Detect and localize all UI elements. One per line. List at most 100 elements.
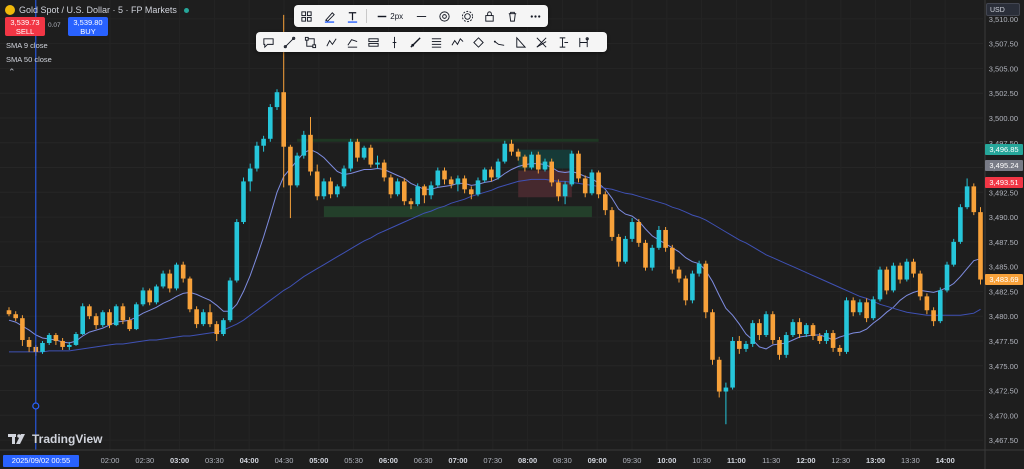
candle	[254, 141, 260, 172]
time-axis[interactable]: 02:00 02:30 03:00 03:30 04:00 04:30 05:00 05:30…	[0, 449, 1024, 465]
candle	[46, 333, 52, 345]
candle-body	[804, 325, 809, 335]
minus-icon[interactable]	[413, 8, 430, 25]
currency-selector[interactable]: USD	[986, 3, 1020, 16]
more-icon[interactable]	[527, 8, 544, 25]
path-icon[interactable]	[323, 34, 340, 51]
x-tick-label: 09:00	[588, 456, 607, 465]
angle-icon[interactable]	[491, 34, 508, 51]
candle-body	[120, 306, 126, 321]
price-range-icon[interactable]	[344, 34, 361, 51]
crosshair	[32, 0, 40, 450]
candle	[274, 89, 280, 111]
candle	[844, 297, 849, 354]
candle	[261, 135, 266, 152]
zone-rectangle[interactable]	[323, 206, 592, 218]
grid-icon[interactable]	[298, 8, 315, 25]
candle-body	[542, 161, 548, 170]
candle	[750, 320, 755, 347]
gann-icon[interactable]	[533, 34, 550, 51]
rectangle-icon[interactable]	[302, 34, 319, 51]
candle	[884, 266, 889, 295]
trend-line-icon[interactable]	[281, 34, 298, 51]
candle	[891, 262, 896, 293]
crosshair-date-label: 2025/09/02 00:55	[3, 455, 79, 467]
candle	[596, 170, 601, 199]
projection-icon[interactable]	[554, 34, 571, 51]
triangle-icon[interactable]	[512, 34, 529, 51]
candle-body	[100, 312, 106, 326]
candle-body	[154, 286, 159, 303]
candle	[187, 276, 193, 313]
candle	[649, 244, 655, 271]
candle-body	[603, 194, 608, 211]
candle	[321, 178, 327, 200]
trash-icon[interactable]	[504, 8, 521, 25]
candle-body	[402, 181, 407, 202]
text-icon[interactable]	[344, 8, 361, 25]
candle-body	[529, 154, 534, 168]
lock-icon[interactable]	[482, 8, 499, 25]
polyline-icon[interactable]	[449, 34, 466, 51]
candle-body	[824, 333, 829, 341]
brush-icon[interactable]	[407, 34, 424, 51]
candle-body	[750, 323, 755, 344]
x-tick-label: 04:00	[240, 456, 259, 465]
candle-body	[448, 179, 454, 185]
date-range-icon[interactable]	[365, 34, 382, 51]
candle	[194, 306, 199, 329]
candle-body	[616, 236, 621, 262]
x-tick-label: 14:00	[936, 456, 955, 465]
candle	[777, 337, 782, 360]
symbol-header[interactable]: Gold Spot / U.S. Dollar · 5 · FP Markets	[5, 3, 189, 17]
buy-price: 3,539.80	[73, 18, 103, 27]
y-tick-label: 3,475.00	[989, 362, 1018, 371]
ellipse-icon[interactable]	[470, 34, 487, 51]
line-width-icon[interactable]: 2px	[373, 8, 407, 25]
candle	[174, 262, 179, 291]
candle-body	[6, 310, 12, 315]
candle	[522, 154, 528, 172]
candle-body	[636, 222, 642, 243]
candlesticks	[6, 14, 983, 425]
candle-body	[958, 207, 963, 242]
candle-body	[469, 189, 474, 195]
indicator-sma50[interactable]: SMA 50 close	[6, 55, 52, 64]
pencil-icon[interactable]	[321, 8, 338, 25]
candle-body	[308, 134, 313, 172]
collapse-legend-icon[interactable]: ⌃	[8, 67, 16, 77]
settings-icon[interactable]	[459, 8, 476, 25]
sell-button[interactable]: 3,539.73 SELL	[5, 17, 45, 36]
candle-body	[40, 342, 45, 352]
line-width-label: 2px	[390, 11, 404, 21]
fib-icon[interactable]	[428, 34, 445, 51]
candle-body	[576, 153, 581, 179]
crosshair-handle[interactable]	[32, 402, 40, 410]
vertical-line-icon[interactable]	[386, 34, 403, 51]
candle-body	[187, 278, 193, 310]
zone-rectangle[interactable]	[297, 138, 599, 142]
tradingview-logo[interactable]: TradingView	[8, 432, 102, 446]
candle-body	[328, 181, 333, 195]
candle	[335, 184, 340, 198]
candle-body	[623, 238, 628, 262]
indicator-sma9[interactable]: SMA 9 close	[6, 41, 48, 50]
candle-body	[107, 312, 112, 326]
candle	[938, 287, 943, 324]
candle	[509, 139, 514, 156]
candle	[917, 270, 923, 301]
measure-icon[interactable]	[575, 34, 592, 51]
candle-body	[288, 146, 293, 186]
x-tick-label: 08:00	[518, 456, 537, 465]
price-label: 3,496.85	[985, 143, 1023, 155]
candle-body	[743, 343, 749, 349]
callout-icon[interactable]	[260, 34, 277, 51]
buy-button[interactable]: 3,539.80 BUY	[68, 17, 108, 36]
candle	[703, 260, 709, 319]
x-tick-label: 11:00	[727, 456, 746, 465]
price-axis[interactable]: 3,467.50 3,470.00 3,472.50 3,475.00 3,477.50…	[984, 0, 1018, 469]
target-icon[interactable]	[436, 8, 453, 25]
y-tick-label: 3,490.00	[989, 213, 1018, 222]
y-tick-label: 3,510.00	[989, 15, 1018, 24]
